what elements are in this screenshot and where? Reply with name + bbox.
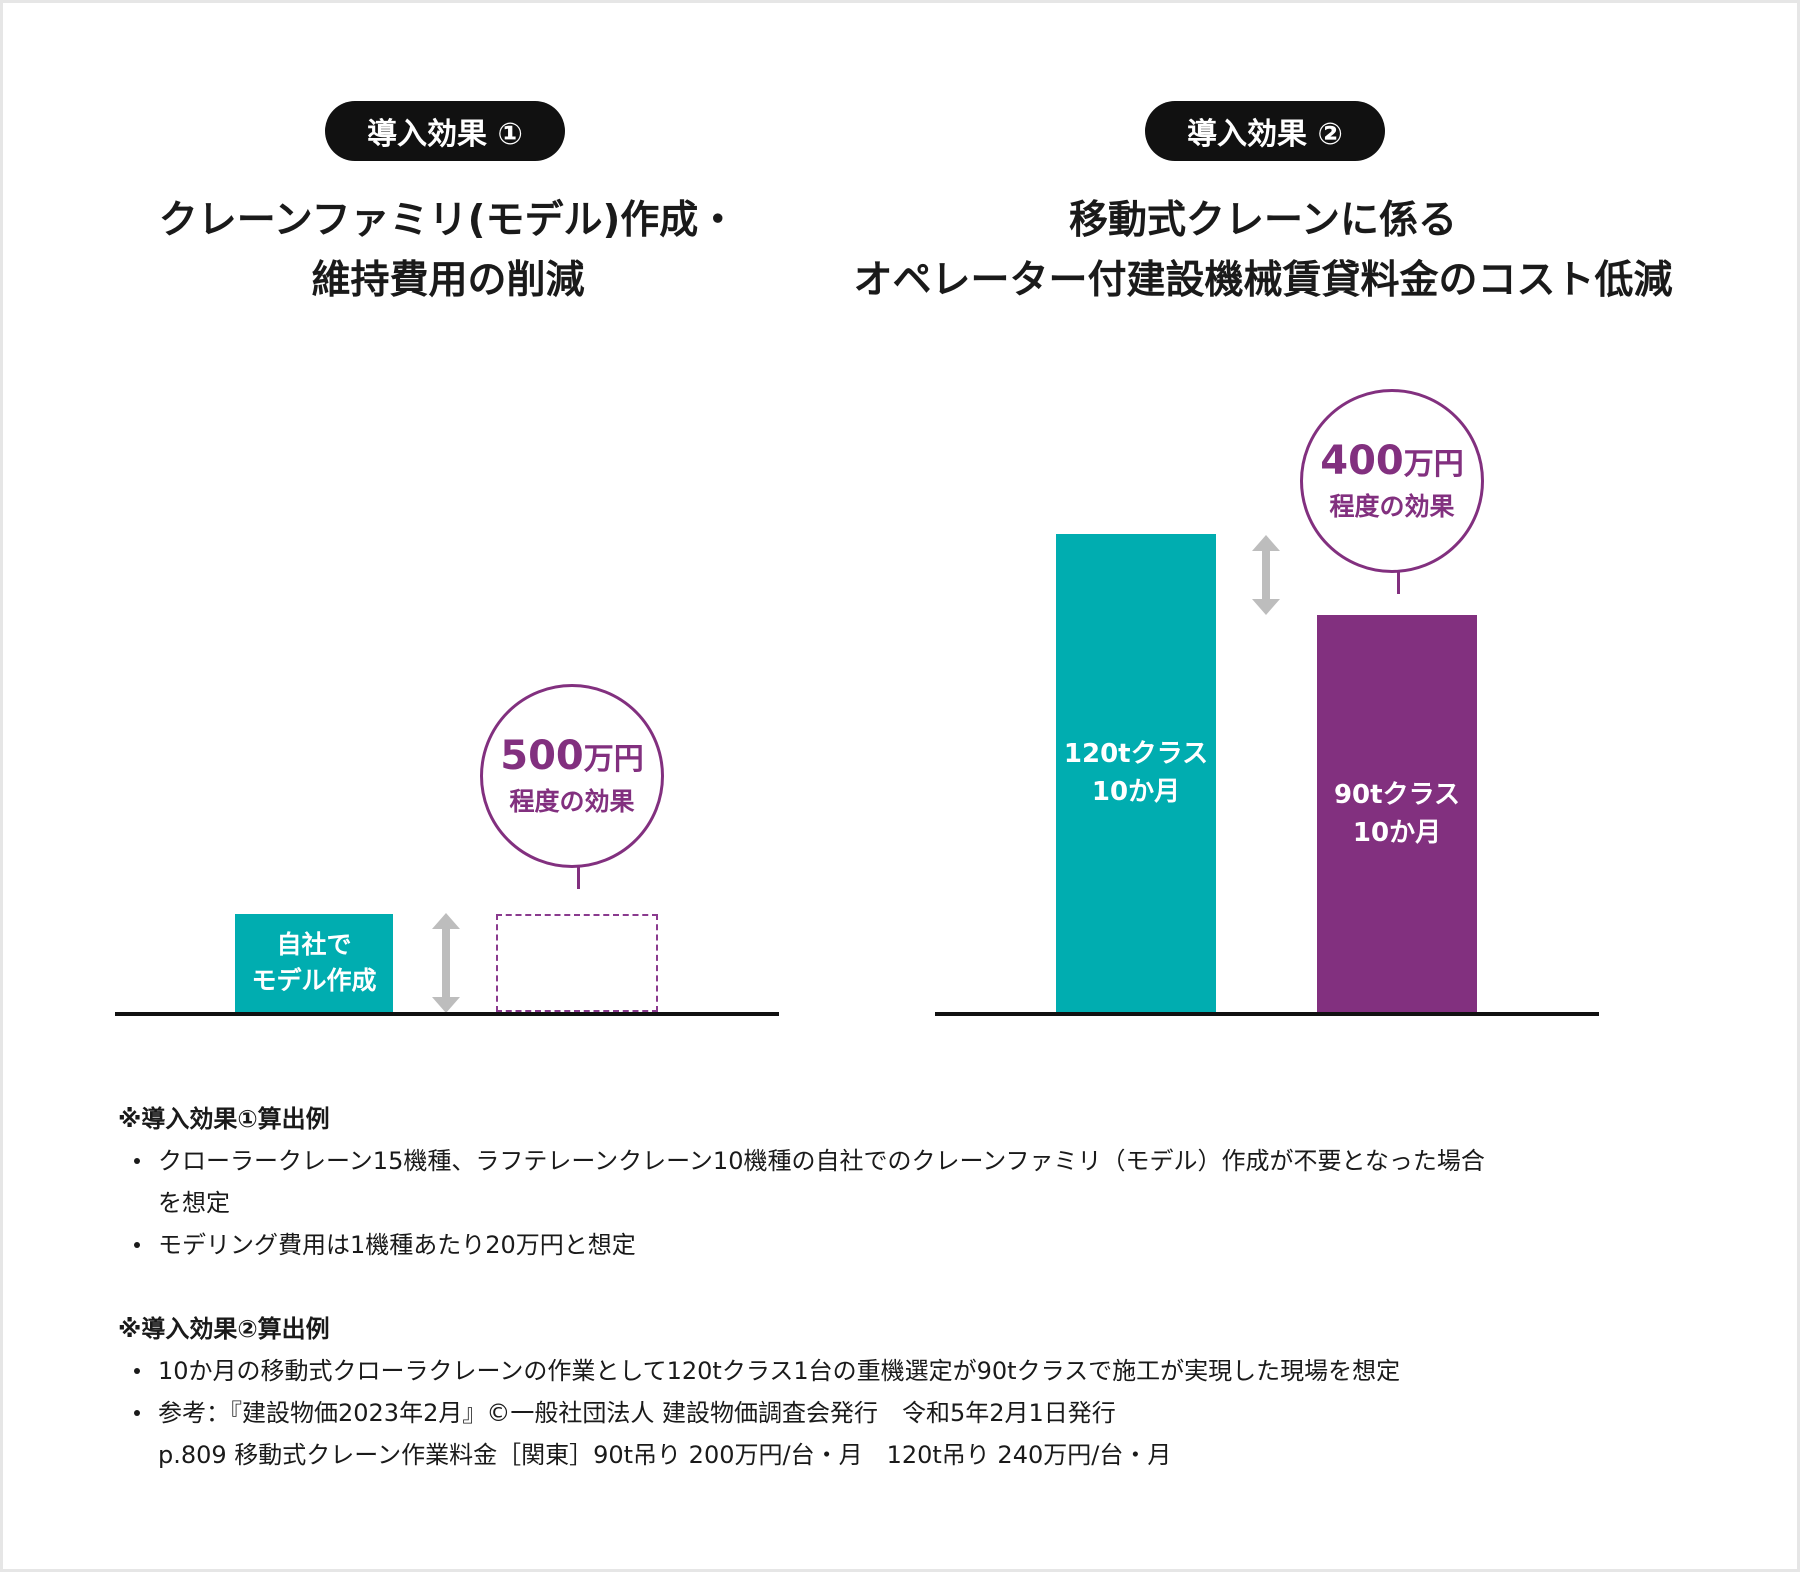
note1-list: クローラークレーン15機種、ラフテレーンクレーン10機種の自社でのクレーンファミ… [118,1140,1598,1266]
effect2-pill: 導入効果 ② [1145,101,1385,161]
effect1-amount: 500 [500,733,584,779]
effect1-heading-line1: クレーンファミリ(モデル)作成・ [158,198,738,243]
note2-item: 参考：『建設物価2023年2月』©一般社団法人 建設物価調査会発行 令和5年2月… [118,1392,1598,1476]
effect1-heading-line2: 維持費用の削減 [311,258,585,303]
effect2-difference-arrow [1252,535,1280,615]
effect2-callout-stem [1397,572,1400,594]
effect1-pill: 導入効果 ① [325,101,565,161]
effect2-heading-line1: 移動式クレーンに係る [1068,198,1458,243]
calculation-notes: ※導入効果①算出例 クローラークレーン15機種、ラフテレーンクレーン10機種の自… [118,1098,1598,1476]
effect2-callout: 400万円 程度の効果 [1300,389,1484,573]
effect1-heading: クレーンファミリ(モデル)作成・ 維持費用の削減 [93,191,803,311]
bar-90t-class: 90tクラス 10か月 [1317,615,1477,1012]
bar-120t-class: 120tクラス 10か月 [1056,534,1216,1012]
effect1-unit: 万円 [583,742,644,777]
note1-item: クローラークレーン15機種、ラフテレーンクレーン10機種の自社でのクレーンファミ… [118,1140,1598,1224]
note2-list: 10か月の移動式クローラクレーンの作業として120tクラス1台の重機選定が90t… [118,1350,1598,1476]
effect2-heading: 移動式クレーンに係る オペレーター付建設機械賃貸料金のコスト低減 [823,191,1703,311]
note1-title: ※導入効果①算出例 [118,1105,330,1133]
page-frame: 導入効果 ① クレーンファミリ(モデル)作成・ 維持費用の削減 500万円 程度… [3,3,1797,1569]
effect2-heading-line2: オペレーター付建設機械賃貸料金のコスト低減 [853,258,1673,303]
effect1-sub: 程度の効果 [509,787,635,816]
effect2-unit: 万円 [1403,447,1464,482]
effect1-callout-stem [577,867,580,889]
effect1-difference-arrow [432,913,460,1013]
chart1-baseline [115,1012,779,1016]
chart2-baseline [935,1012,1599,1016]
effect2-amount: 400 [1320,438,1404,484]
note2-item: 10か月の移動式クローラクレーンの作業として120tクラス1台の重機選定が90t… [118,1350,1598,1392]
effect2-sub: 程度の効果 [1329,492,1455,521]
note2-title: ※導入効果②算出例 [118,1315,330,1343]
inhouse-model-bar: 自社で モデル作成 [235,914,393,1012]
note1-item: モデリング費用は1機種あたり20万円と想定 [118,1224,1598,1266]
eliminated-cost-outline [496,914,658,1012]
effect1-callout: 500万円 程度の効果 [480,684,664,868]
